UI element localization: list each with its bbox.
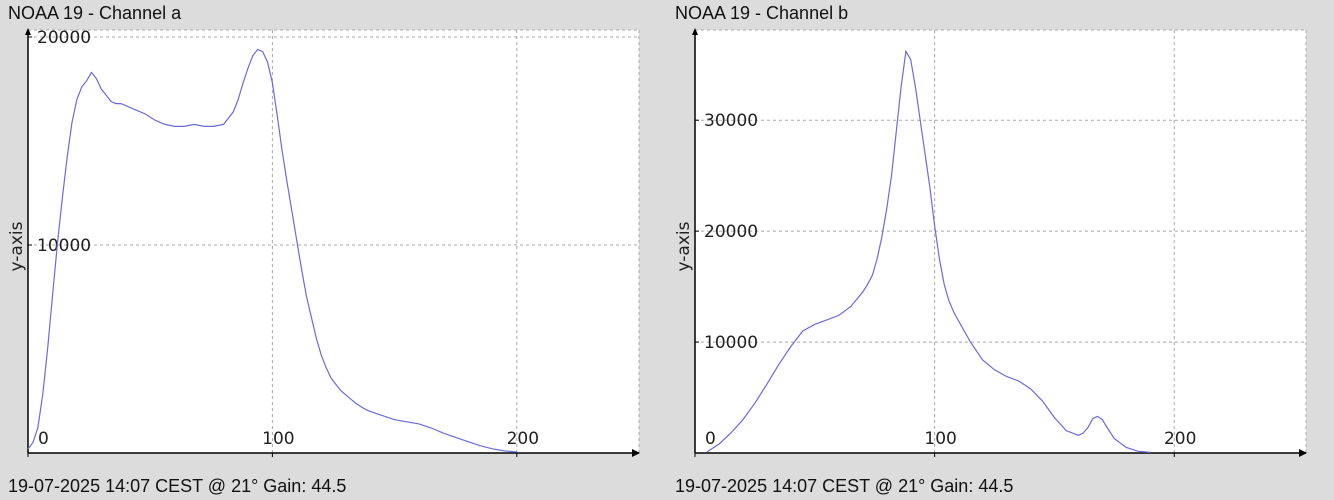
x-tick-label: 100 bbox=[262, 429, 294, 449]
x-axis-arrow bbox=[1299, 449, 1307, 457]
y-tick-label: 20000 bbox=[37, 28, 91, 48]
chart-channel-b: NOAA 19 - Channel b 0 100 200 10000 20000 300… bbox=[667, 0, 1334, 500]
y-axis-arrow bbox=[25, 28, 31, 35]
y-axis-label: y-axis bbox=[7, 221, 27, 271]
x-tick-label: 0 bbox=[705, 429, 716, 449]
chart-title: NOAA 19 - Channel b bbox=[675, 3, 849, 23]
y-tick-label: 20000 bbox=[704, 222, 758, 242]
y-tick-label: 10000 bbox=[37, 236, 91, 256]
chart-footer: 19-07-2025 14:07 CEST @ 21° Gain: 44.5 bbox=[8, 476, 347, 496]
x-axis-arrow bbox=[632, 449, 640, 457]
x-tick-label: 200 bbox=[507, 429, 539, 449]
chart-plot: 0 100 200 10000 20000 30000 y-axis bbox=[674, 28, 1307, 457]
x-tick-label: 0 bbox=[38, 429, 49, 449]
y-tick-label: 10000 bbox=[704, 333, 758, 353]
series-line bbox=[706, 49, 1151, 453]
x-tick-label: 200 bbox=[1164, 429, 1196, 449]
chart-title: NOAA 19 - Channel a bbox=[8, 3, 182, 23]
plot-background bbox=[28, 30, 639, 453]
y-tick-label: 30000 bbox=[704, 111, 758, 131]
chart-plot: 0 100 200 10000 20000 y-axis bbox=[7, 28, 640, 457]
y-axis-label: y-axis bbox=[674, 221, 694, 271]
plot-background bbox=[695, 30, 1306, 453]
y-axis-arrow bbox=[692, 28, 698, 35]
x-tick-label: 100 bbox=[924, 429, 956, 449]
series-line bbox=[27, 48, 517, 453]
chart-footer: 19-07-2025 14:07 CEST @ 21° Gain: 44.5 bbox=[675, 476, 1014, 496]
chart-channel-a: NOAA 19 - Channel a 0 100 200 10000 20000 y-a… bbox=[7, 3, 640, 496]
